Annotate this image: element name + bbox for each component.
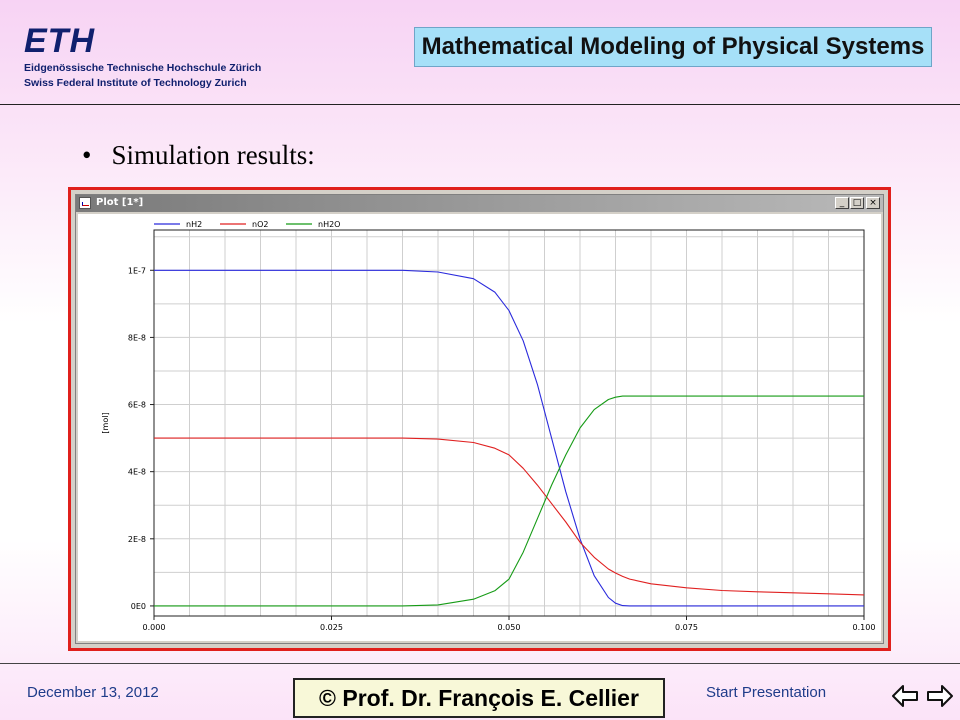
plot-window-title: Plot [1*] <box>96 197 144 208</box>
eth-logo: ETH Eidgenössische Technische Hochschule… <box>24 24 304 94</box>
plot-highlight-frame: Plot [1*] _ □ × 0.000 0.025 0.050 0.075 0.10… <box>68 187 891 651</box>
legend-label: nH2O <box>318 220 340 229</box>
author-credit: © Prof. Dr. François E. Cellier <box>319 684 639 711</box>
eth-logo-text: ETH <box>24 22 95 60</box>
y-tick-label: 4E-8 <box>128 468 146 477</box>
y-axis-label: [mol] <box>101 412 110 433</box>
close-button[interactable]: × <box>866 197 880 209</box>
institute-name-german: Eidgenössische Technische Hochschule Zür… <box>24 62 262 74</box>
plot-window: Plot [1*] _ □ × 0.000 0.025 0.050 0.075 0.10… <box>75 194 884 644</box>
legend-label: nH2 <box>186 220 202 229</box>
plot-window-titlebar[interactable]: Plot [1*] _ □ × <box>76 195 883 212</box>
x-tick-label: 0.075 <box>675 623 698 632</box>
bullet-item: • Simulation results: <box>82 140 315 171</box>
author-box: © Prof. Dr. François E. Cellier <box>293 678 665 718</box>
x-tick-label: 0.000 <box>143 623 166 632</box>
bullet-text: Simulation results: <box>111 140 315 170</box>
forward-arrow-icon[interactable] <box>924 683 954 709</box>
y-tick-label: 6E-8 <box>128 401 146 410</box>
plot-area: 0.000 0.025 0.050 0.075 0.100 0E0 2E-8 4E-8 6E-8… <box>78 214 881 641</box>
x-tick-label: 0.100 <box>853 623 876 632</box>
legend-label: nO2 <box>252 220 268 229</box>
plot-window-icon <box>79 197 91 209</box>
y-tick-label: 1E-7 <box>128 266 146 275</box>
maximize-button[interactable]: □ <box>850 197 864 209</box>
bullet-icon: • <box>82 140 92 170</box>
minimize-button[interactable]: _ <box>835 197 849 209</box>
line-chart: 0.000 0.025 0.050 0.075 0.100 0E0 2E-8 4E-8 6E-8… <box>101 220 876 632</box>
institute-name-english: Swiss Federal Institute of Technology Zu… <box>24 77 247 89</box>
start-presentation-link[interactable]: Start Presentation <box>706 684 827 701</box>
series-line-nh2o <box>154 395 864 607</box>
series-line-no2 <box>154 437 865 596</box>
course-title-box: Mathematical Modeling of Physical System… <box>414 27 932 67</box>
y-tick-label: 8E-8 <box>128 333 146 342</box>
footer-date: December 13, 2012 <box>27 684 159 701</box>
back-arrow-icon[interactable] <box>891 683 921 709</box>
x-tick-label: 0.025 <box>320 623 343 632</box>
course-title: Mathematical Modeling of Physical System… <box>421 33 925 60</box>
series-line-nh2 <box>154 269 864 607</box>
header-divider <box>0 104 960 105</box>
y-tick-label: 0E0 <box>131 602 146 611</box>
footer-divider <box>0 663 960 664</box>
x-tick-label: 0.050 <box>498 623 521 632</box>
y-tick-label: 2E-8 <box>128 535 146 544</box>
